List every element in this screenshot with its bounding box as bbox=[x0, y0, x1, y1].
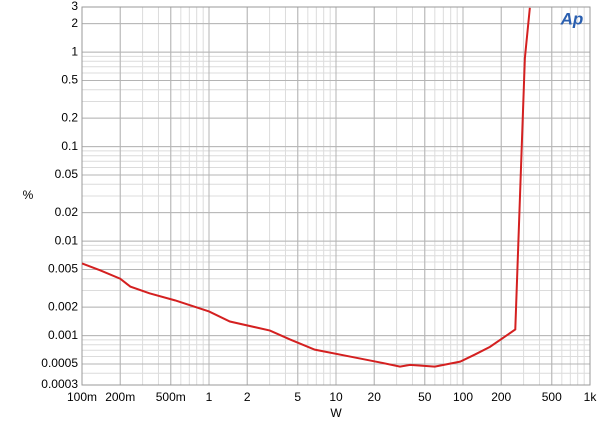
y-tick-label: 0.05 bbox=[55, 167, 79, 181]
y-tick-label: 0.001 bbox=[48, 328, 78, 342]
y-axis-label: % bbox=[23, 188, 34, 202]
y-tick-label: 0.01 bbox=[55, 233, 79, 247]
y-tick-label: 0.002 bbox=[48, 299, 78, 313]
y-tick-label: 3 bbox=[71, 0, 78, 13]
x-tick-label: 200 bbox=[491, 390, 511, 404]
x-tick-label: 500m bbox=[156, 390, 186, 404]
x-tick-label: 1k bbox=[584, 390, 598, 404]
y-tick-label: 0.0005 bbox=[41, 356, 78, 370]
x-tick-label: 100m bbox=[67, 390, 97, 404]
y-tick-label: 0.02 bbox=[55, 205, 79, 219]
y-tick-label: 0.1 bbox=[61, 139, 78, 153]
plot-frame bbox=[81, 6, 591, 386]
data-line bbox=[82, 7, 531, 368]
x-tick-label: 1 bbox=[206, 390, 213, 404]
x-tick-label: 500 bbox=[542, 390, 562, 404]
x-tick-label: 200m bbox=[105, 390, 135, 404]
y-tick-label: 0.2 bbox=[61, 110, 78, 124]
logo: Ap bbox=[560, 9, 584, 28]
x-tick-label: 20 bbox=[368, 390, 382, 404]
y-tick-label: 2 bbox=[71, 16, 78, 30]
x-tick-label: 5 bbox=[294, 390, 301, 404]
x-tick-label: 50 bbox=[418, 390, 432, 404]
x-tick-label: 100 bbox=[453, 390, 473, 404]
x-tick-label: 10 bbox=[329, 390, 343, 404]
y-tick-label: 0.5 bbox=[61, 73, 78, 87]
x-tick-label: 2 bbox=[244, 390, 251, 404]
y-tick-label: 0.005 bbox=[48, 262, 78, 276]
x-axis-label: W bbox=[330, 406, 342, 420]
y-tick-label: 1 bbox=[71, 44, 78, 58]
y-tick-label: 0.0003 bbox=[41, 377, 78, 391]
